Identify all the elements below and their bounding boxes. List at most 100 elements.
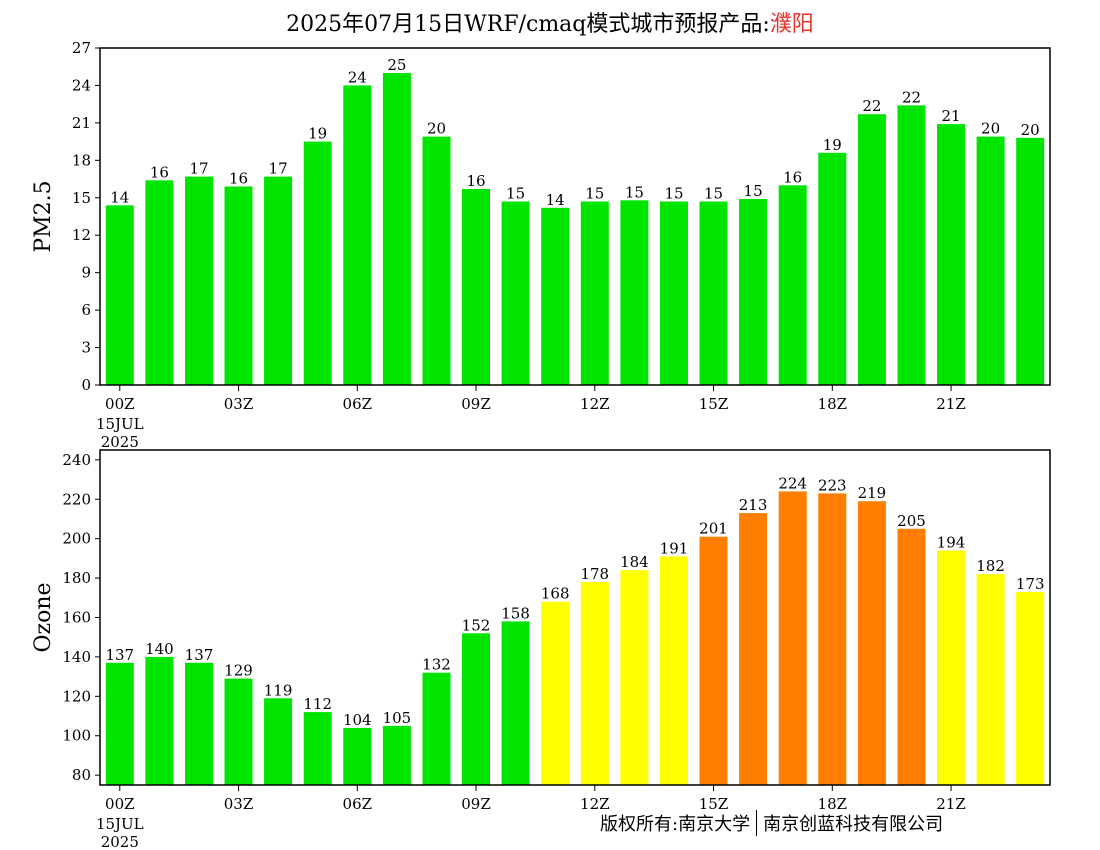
pm25-value-label: 19 <box>823 136 842 154</box>
pm25-x-tick-label: 12Z <box>580 395 610 413</box>
title-prefix: 2025年07月15日WRF/cmaq模式城市预报产品: <box>286 12 770 37</box>
pm25-bar <box>976 136 1005 385</box>
ozone-bar <box>976 574 1005 785</box>
pm25-y-tick-label: 24 <box>72 76 91 94</box>
ozone-x-tick-label: 03Z <box>224 795 254 813</box>
ozone-y-tick-label: 140 <box>62 648 91 666</box>
pm25-bar <box>818 152 847 385</box>
ozone-value-label: 224 <box>778 474 807 492</box>
pm25-plot-frame <box>99 47 1051 386</box>
ozone-value-label: 137 <box>105 646 134 664</box>
pm25-date-label: 2025 <box>101 433 139 451</box>
pm25-y-tick-label: 0 <box>81 376 91 394</box>
pm25-x-tick-label: 09Z <box>461 395 491 413</box>
pm25-y-axis-title: PM2.5 <box>31 180 56 252</box>
ozone-bar <box>185 662 213 785</box>
pm25-date-label: 15JUL <box>96 415 144 433</box>
pm25-value-label: 15 <box>585 185 604 203</box>
ozone-value-label: 213 <box>739 496 768 514</box>
pm25-y-tick-label: 9 <box>81 264 91 282</box>
ozone-chart: 137 140 137 129 119 112 104 105 132 152 158 168 178 1… <box>31 449 1051 850</box>
pm25-bar <box>303 141 332 385</box>
ozone-bar <box>105 662 134 785</box>
ozone-y-tick-label: 80 <box>72 766 91 784</box>
ozone-value-label: 184 <box>620 553 649 571</box>
copyright-company: 南京创蓝科技有限公司 <box>763 814 944 835</box>
pm25-bar <box>660 201 688 385</box>
pm25-y-tick-label: 21 <box>72 114 91 132</box>
ozone-bar <box>620 570 649 785</box>
ozone-value-label: 223 <box>818 476 847 494</box>
ozone-x-tick-label: 06Z <box>343 795 373 813</box>
pm25-bar <box>501 201 530 385</box>
pm25-value-label: 21 <box>941 107 960 125</box>
pm25-value-label: 15 <box>704 185 723 203</box>
pm25-bar <box>620 200 649 385</box>
copyright-notice: 版权所有:南京大学 南京创蓝科技有限公司 <box>600 810 943 836</box>
ozone-value-label: 173 <box>1016 575 1045 593</box>
ozone-bar <box>224 678 253 785</box>
ozone-bar <box>462 633 490 785</box>
ozone-value-label: 219 <box>858 484 887 502</box>
pm25-y-tick-label: 18 <box>72 151 91 169</box>
pm25-bar <box>224 186 253 385</box>
ozone-y-tick-label: 100 <box>62 727 91 745</box>
ozone-bar <box>501 621 530 785</box>
ozone-value-label: 201 <box>699 520 728 538</box>
ozone-bar <box>382 725 411 785</box>
pm25-value-label: 20 <box>1021 121 1040 139</box>
pm25-bar <box>937 124 965 385</box>
ozone-value-label: 105 <box>383 709 412 727</box>
copyright-owner: 版权所有:南京大学 <box>600 814 751 835</box>
ozone-bar <box>264 698 293 785</box>
pm25-bar <box>264 176 293 385</box>
ozone-value-label: 112 <box>303 695 332 713</box>
pm25-bar <box>857 114 886 385</box>
ozone-value-label: 132 <box>422 656 451 674</box>
pm25-bar <box>462 189 490 385</box>
pm25-bar <box>343 85 372 386</box>
pm25-value-label: 22 <box>902 88 921 106</box>
pm25-value-label: 16 <box>229 170 248 188</box>
ozone-bar <box>303 712 332 785</box>
pm25-x-tick-label: 06Z <box>343 395 373 413</box>
pm25-bar <box>778 185 807 385</box>
ozone-bar <box>778 491 807 785</box>
ozone-value-label: 137 <box>185 646 214 664</box>
ozone-value-label: 182 <box>976 557 1005 575</box>
pm25-bar <box>897 105 926 386</box>
ozone-bar <box>343 727 372 785</box>
pm25-value-label: 16 <box>783 168 802 186</box>
pm25-x-tick-label: 18Z <box>818 395 848 413</box>
pm25-bar <box>541 207 570 385</box>
ozone-value-label: 205 <box>897 512 926 530</box>
ozone-y-tick-label: 180 <box>62 569 91 587</box>
ozone-value-label: 140 <box>145 640 174 658</box>
pm25-bar <box>739 199 768 385</box>
pm25-value-label: 15 <box>625 183 644 201</box>
ozone-value-label: 168 <box>541 585 570 603</box>
ozone-x-tick-label: 09Z <box>461 795 491 813</box>
pm25-bar <box>382 73 411 385</box>
pm25-value-label: 19 <box>308 125 327 143</box>
ozone-x-tick-label: 21Z <box>936 795 966 813</box>
ozone-bar <box>541 601 570 785</box>
pm25-y-tick-label: 6 <box>81 301 91 319</box>
pm25-value-label: 20 <box>981 120 1000 138</box>
pm25-value-label: 15 <box>664 185 683 203</box>
pm25-bar <box>145 180 174 385</box>
ozone-bar <box>699 536 728 785</box>
pm25-bar <box>699 201 728 385</box>
ozone-value-label: 104 <box>343 711 372 729</box>
pm25-value-label: 20 <box>427 120 446 138</box>
ozone-date-label: 15JUL <box>96 815 144 833</box>
pm25-x-tick-label: 03Z <box>224 395 254 413</box>
ozone-x-tick-label: 15Z <box>699 795 729 813</box>
ozone-y-tick-label: 200 <box>62 530 91 548</box>
ozone-bar <box>145 656 174 785</box>
ozone-bar <box>1016 591 1045 785</box>
pm25-value-label: 17 <box>189 160 208 178</box>
ozone-value-label: 178 <box>580 565 609 583</box>
pm25-value-label: 22 <box>862 97 881 115</box>
pm25-y-tick-label: 27 <box>72 39 91 57</box>
